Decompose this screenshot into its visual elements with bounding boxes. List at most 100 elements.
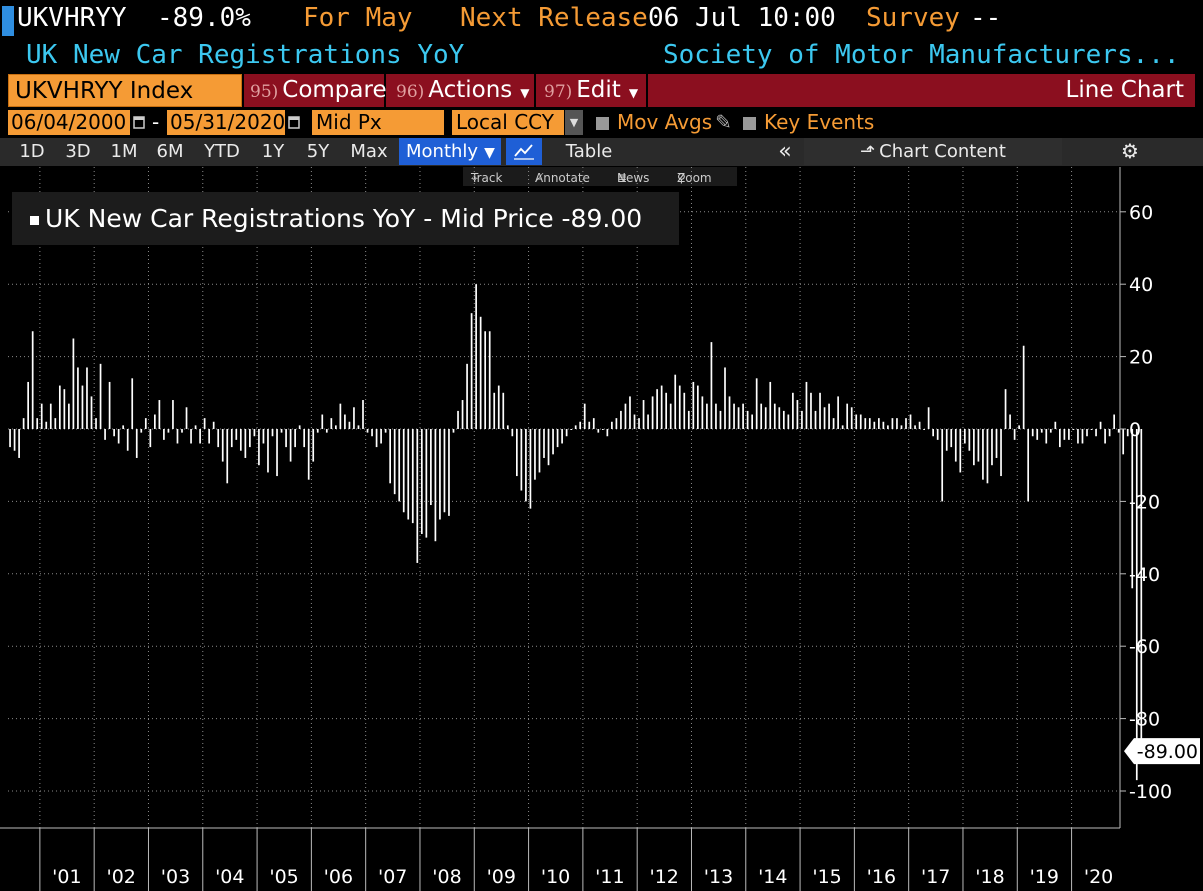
bar-chart[interactable]: 60 40 20 0 -20 -40 -60 -80 -100 '01 '02 '03 '04 '05 '0… [0, 165, 1203, 891]
calendar-icon[interactable] [131, 110, 147, 135]
period-6m[interactable]: 6M [156, 141, 184, 162]
data-bar [149, 429, 152, 448]
data-bar [27, 381, 29, 429]
collapse-icon[interactable]: « [778, 139, 792, 164]
data-bar [900, 425, 903, 429]
data-bar [1090, 429, 1093, 430]
data-bar [855, 414, 858, 429]
period-max[interactable]: Max [350, 141, 388, 162]
data-bar [1126, 429, 1129, 437]
data-bar [353, 407, 355, 429]
period-3d[interactable]: 3D [65, 141, 91, 162]
data-bar [1095, 429, 1097, 437]
chart-type-button[interactable]: Line Chart [648, 74, 1195, 107]
data-bar [859, 414, 862, 429]
data-bar [973, 429, 975, 466]
compare-button[interactable]: 95) Compare [244, 74, 387, 107]
data-bar [221, 429, 224, 462]
data-bar [262, 429, 265, 444]
data-bar [665, 392, 668, 429]
compare-label: Compare [282, 77, 387, 103]
period-ytd[interactable]: YTD [204, 141, 240, 162]
data-bar [547, 429, 550, 466]
data-bar [615, 418, 618, 429]
data-bar [674, 374, 677, 429]
actions-button[interactable]: 96) Actions ▼ [386, 74, 534, 107]
end-date-field[interactable]: 05/31/2020 [167, 110, 285, 135]
data-bar [371, 429, 373, 437]
data-bar [1031, 429, 1034, 437]
x-tick-label: '02 [106, 866, 135, 888]
x-tick-label: '04 [215, 866, 244, 888]
currency-dropdown-icon[interactable]: ▼ [565, 110, 583, 135]
data-bar [72, 338, 75, 429]
data-bar [669, 403, 672, 429]
data-bar [18, 429, 20, 458]
data-bar [466, 363, 468, 429]
line-chart-icon[interactable] [506, 138, 542, 165]
data-bar [1018, 425, 1020, 429]
key-events-toggle[interactable]: Key Events [743, 110, 874, 135]
data-bar [728, 396, 731, 429]
survey-label: Survey [866, 3, 960, 33]
data-bar [316, 429, 319, 433]
data-bar [45, 421, 48, 429]
key-events-checkbox[interactable] [743, 117, 756, 130]
news-icon: ≣ [617, 171, 628, 185]
data-bar [194, 425, 197, 429]
caret-down-icon: ▼ [520, 86, 530, 100]
price-field-select[interactable]: Mid Px [312, 110, 444, 135]
data-bar [181, 429, 183, 433]
gear-icon[interactable]: ⚙ [1121, 139, 1139, 163]
ticker: UKVHRYY [17, 3, 127, 33]
data-bar [398, 429, 401, 502]
period-1m[interactable]: 1M [110, 141, 138, 162]
data-bar [574, 425, 577, 429]
data-bar [959, 429, 962, 473]
data-bar [873, 421, 876, 429]
x-tick-label: '16 [867, 866, 896, 888]
data-bar [461, 400, 464, 429]
data-bar [131, 378, 134, 429]
data-bar [303, 429, 306, 448]
frequency-select[interactable]: Monthly ▼ [399, 138, 501, 165]
data-bar [887, 425, 889, 429]
calendar-icon[interactable] [286, 110, 302, 135]
data-bar [656, 389, 658, 429]
security-field[interactable]: UKVHRYY Index [8, 74, 242, 107]
x-tick-label: '09 [487, 866, 516, 888]
data-bar [787, 414, 790, 429]
data-bar [276, 429, 278, 477]
period-5y[interactable]: 5Y [306, 141, 330, 162]
period-1y[interactable]: 1Y [261, 141, 285, 162]
data-bar [393, 429, 396, 495]
data-bar [389, 429, 391, 484]
data-bar [457, 410, 459, 429]
data-bar [330, 418, 333, 429]
last-value-label: -89.00 [1137, 741, 1198, 763]
pencil-icon[interactable]: ✎ [715, 110, 732, 134]
chart-tools: ⌖ Track ⟋ Annotate ≣ News ⚲ Zoom [463, 167, 737, 186]
data-bar [796, 400, 799, 429]
data-bar [697, 385, 699, 429]
data-bar [443, 429, 446, 513]
x-tick-label: '07 [378, 866, 407, 888]
currency-select[interactable]: Local CCY [452, 110, 564, 135]
data-bar [556, 429, 559, 448]
edit-button[interactable]: 97) Edit ▼ [536, 74, 646, 107]
start-date-field[interactable]: 06/04/2000 [8, 110, 130, 135]
data-bar [778, 407, 781, 429]
period-1d[interactable]: 1D [19, 141, 45, 162]
mov-avgs-checkbox[interactable] [596, 117, 609, 130]
start-date-text: 06/04/2000 [11, 110, 127, 134]
edit-label: Edit [576, 77, 621, 103]
chart-content-button[interactable]: ⬏ Chart Content [804, 138, 1062, 165]
data-bar [1135, 429, 1138, 781]
data-bar [90, 396, 93, 429]
data-bar [927, 407, 930, 429]
table-button[interactable]: Table [565, 141, 613, 162]
mov-avgs-toggle[interactable]: Mov Avgs ✎ [596, 110, 732, 135]
grid [8, 167, 1120, 828]
y-tick-label: -80 [1129, 709, 1160, 731]
data-bar [380, 429, 382, 444]
